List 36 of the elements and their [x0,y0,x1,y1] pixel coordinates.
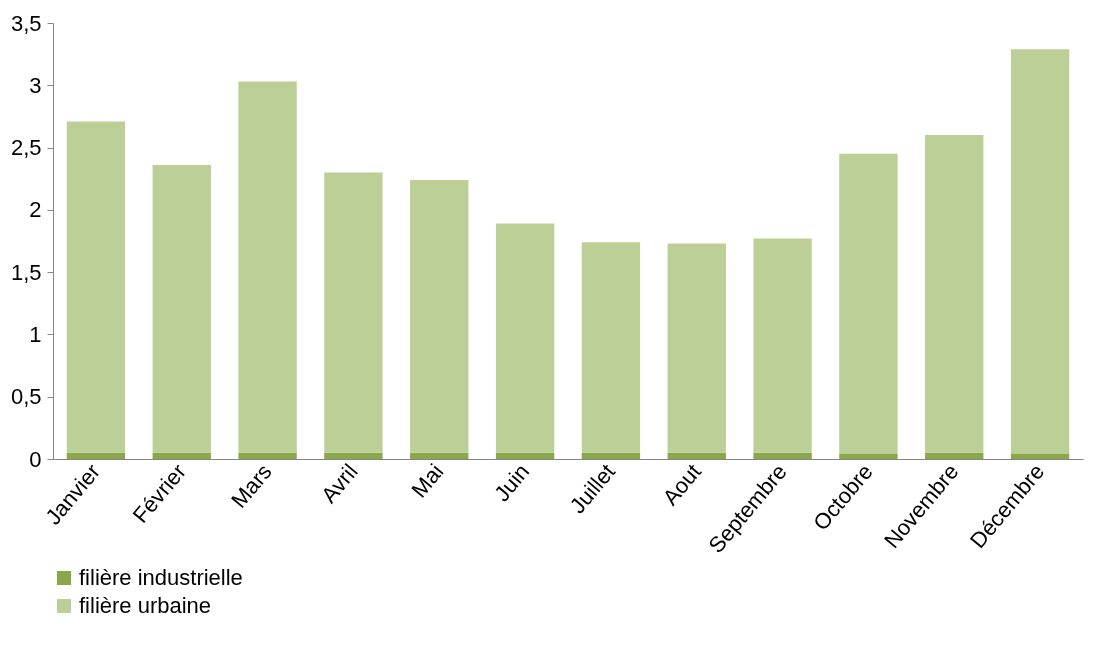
bar [238,452,297,459]
bar [410,452,469,459]
bar [66,452,126,459]
bar [581,242,641,453]
y-tick-label: 1,5 [10,259,42,285]
bar [753,238,812,453]
bar [1010,454,1070,459]
bar [839,454,898,459]
y-tick-label: 0,5 [10,384,42,410]
bar [324,172,383,453]
y-tick-label: 3 [29,72,42,98]
x-tick-label: Mai [406,459,449,503]
y-tick-label: 0 [29,446,42,472]
bar [925,452,984,459]
bar [667,243,726,453]
x-tick-label: Juin [489,459,535,507]
y-tick-label: 3,5 [10,10,42,36]
y-tick-label: 1 [29,321,42,347]
bar [495,452,555,459]
legend-label: filière industrielle [79,565,243,590]
bar [839,153,898,455]
y-tick-label: 2,5 [10,135,42,161]
legend-label: filière urbaine [79,593,212,618]
bar [925,135,984,453]
bar [667,452,726,459]
bar [152,165,211,453]
bar [495,223,555,453]
bar [238,81,297,453]
y-tick-label: 2 [29,197,42,223]
bar [324,452,383,459]
bar [66,121,126,453]
bar [1010,49,1070,455]
bar [152,452,211,459]
bar [753,452,812,459]
bar [410,179,469,453]
bar [581,452,641,459]
